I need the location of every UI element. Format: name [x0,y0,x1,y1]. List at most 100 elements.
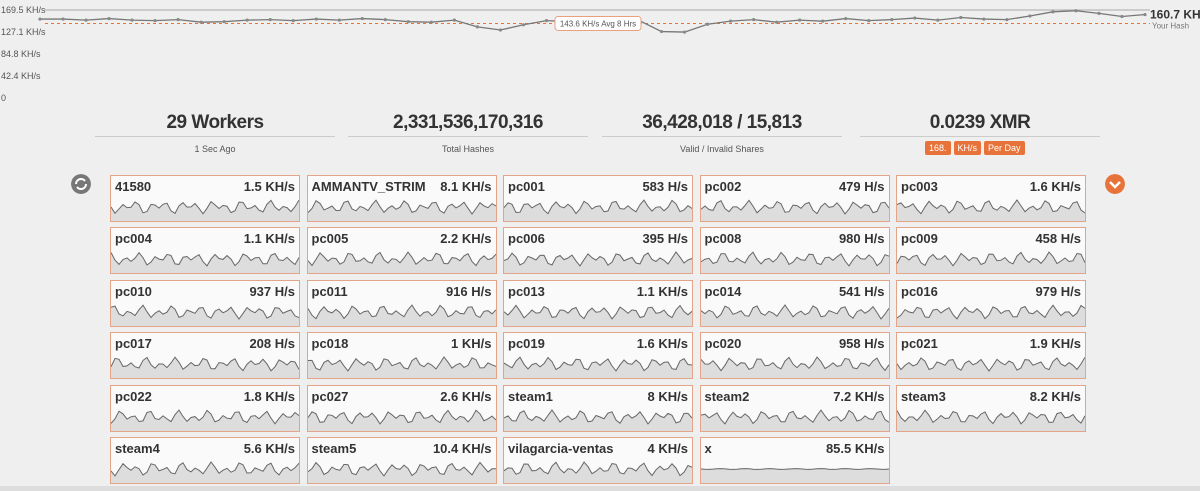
hash-point [1097,11,1101,15]
worker-name: pc001 [508,179,545,194]
hash-point [406,20,410,24]
worker-rate: 1.8 KH/s [243,388,295,404]
sparkline [504,251,692,274]
sparkline [111,461,299,483]
sparkline-line [504,199,692,215]
hash-point [176,18,180,22]
worker-rate: 916 H/s [445,283,492,299]
worker-name: 41580 [115,179,152,194]
sparkline-line [504,408,692,425]
hash-point [959,15,963,20]
hash-point [1028,14,1032,18]
hash-point [245,18,249,22]
stat: 2,331,536,170,316 Total Hashes [348,112,588,154]
sparkline-area [897,409,1085,431]
hash-point [475,25,479,29]
hash-point [729,19,733,23]
worker-rate: 395 H/s [642,231,688,247]
sparkline-line [111,461,299,477]
y-tick-label: 42.4 KH/s [1,71,41,81]
worker-name: pc002 [704,179,742,194]
sparkline-area [111,252,299,274]
sparkline-line [111,252,299,268]
sparkline [307,251,496,274]
worker-card: pc017 208 H/s [110,332,300,380]
worker-name: pc006 [508,231,545,247]
worker-name: steam5 [311,441,357,456]
sparkline-area [307,409,496,431]
average-label-box [554,15,642,31]
sparkline-area [897,252,1085,274]
hash-point [798,18,802,22]
worker-card: pc018 1 KH/s [306,332,497,380]
refresh-button[interactable] [71,174,91,194]
hash-point [153,19,157,23]
sparkline-line [111,199,299,215]
worker-rate: 458 H/s [1035,231,1081,247]
worker-name: pc011 [311,283,348,299]
hash-point [222,20,226,24]
amount[interactable]: 168. [925,141,951,155]
sparkline-line [700,468,889,470]
sparkline [111,304,299,326]
hash-point [84,18,88,22]
sparkline-line [504,251,692,268]
hash-point [1143,12,1147,17]
worker-card: pc011 916 H/s [306,279,497,327]
worker-rate: 85.5 KH/s [825,441,885,456]
worker-card: pc008 980 H/s [699,227,890,275]
stat-caption: Valid / Invalid Shares [680,144,764,154]
worker-card: steam2 7.2 KH/s [699,384,890,432]
expand-button[interactable] [1105,174,1125,194]
sparkline [897,251,1085,274]
unit-select[interactable]: KH/s [953,141,982,155]
sparkline-line [897,304,1085,320]
sparkline [504,356,692,379]
worker-rate: 5.6 KH/s [243,441,295,456]
worker-name: pc022 [115,388,152,404]
worker-card: pc021 1.9 KH/s [896,332,1086,380]
sparkline-area [897,357,1085,379]
sparkline-area [700,468,889,483]
hash-point [314,17,318,21]
worker-name: pc003 [901,179,938,194]
average-label: 143.6 KH/s Avg 8 Hrs [554,15,642,31]
worker-card: pc005 2.2 KH/s [306,227,497,275]
sparkline-line [700,408,889,425]
sparkline [700,356,889,379]
sparkline-line [897,251,1085,268]
sparkline [504,304,692,326]
sparkline-line [307,409,496,425]
worker-rate: 7.2 KH/s [833,388,885,404]
worker-card: steam5 10.4 KH/s [306,437,497,484]
worker-rate: 8 KH/s [647,388,688,404]
worker-name: pc017 [115,336,152,352]
worker-name: pc018 [311,336,349,352]
sparkline-line [504,356,692,372]
sparkline [897,199,1085,221]
sparkline-line [897,199,1085,215]
sparkline-area [700,409,889,431]
hash-point [1005,18,1009,22]
worker-name: pc008 [704,231,742,247]
y-tick-label: 127.1 KH/s [1,27,46,37]
hash-point [199,20,203,24]
hash-point [752,18,756,22]
worker-name: steam1 [508,388,553,404]
sparkline-line [897,408,1085,425]
hash-point [61,17,65,21]
hash-point [429,20,433,24]
period-select[interactable]: Per Day [984,141,1025,155]
hash-point [130,18,134,22]
sparkline-line [307,251,496,267]
worker-rate: 1.1 KH/s [243,231,295,247]
worker-rate: 10.4 KH/s [432,441,492,456]
sparkline-area [504,252,692,274]
sparkline-area [307,200,496,221]
worker-card: vilagarcia-ventas 4 KH/s [503,437,693,484]
hash-point [982,17,986,21]
worker-card: pc002 479 H/s [699,175,890,222]
hash-point [682,30,687,34]
hash-point [821,19,825,23]
